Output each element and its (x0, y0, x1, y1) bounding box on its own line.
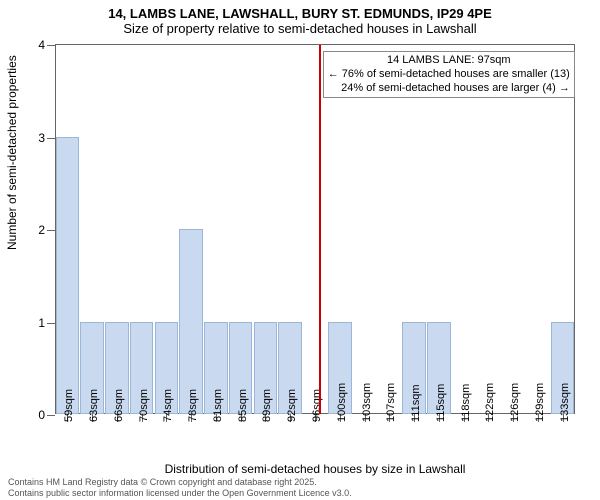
annotation-line3: 24% of semi-detached houses are larger (… (328, 82, 570, 96)
y-axis-label: Number of semi-detached properties (5, 55, 19, 250)
y-tick (47, 323, 55, 324)
annotation-box: 14 LAMBS LANE: 97sqm← 76% of semi-detach… (323, 51, 575, 98)
y-tick-label: 0 (38, 408, 45, 422)
y-tick (47, 138, 55, 139)
annotation-line2: ← 76% of semi-detached houses are smalle… (328, 68, 570, 82)
chart-container: 14, LAMBS LANE, LAWSHALL, BURY ST. EDMUN… (0, 0, 600, 500)
footer-attribution: Contains HM Land Registry data © Crown c… (8, 477, 352, 498)
footer-line2: Contains public sector information licen… (8, 488, 352, 498)
x-tick-label: 81sqm (212, 389, 224, 422)
x-tick-label: 66sqm (113, 389, 125, 422)
x-tick-label: 100sqm (336, 383, 348, 422)
x-tick-label: 63sqm (88, 389, 100, 422)
x-tick-label: 74sqm (162, 389, 174, 422)
reference-line (319, 45, 321, 414)
footer-line1: Contains HM Land Registry data © Crown c… (8, 477, 352, 487)
y-tick (47, 415, 55, 416)
annotation-line1: 14 LAMBS LANE: 97sqm (328, 54, 570, 68)
y-tick-label: 4 (38, 38, 45, 52)
x-tick-label: 122sqm (484, 383, 496, 422)
bar (179, 229, 203, 414)
x-axis-label: Distribution of semi-detached houses by … (55, 462, 575, 476)
x-tick-label: 85sqm (237, 389, 249, 422)
x-tick-label: 70sqm (138, 389, 150, 422)
x-tick-label: 129sqm (534, 383, 546, 422)
x-tick-label: 103sqm (361, 383, 373, 422)
x-tick-label: 115sqm (435, 384, 447, 422)
x-tick-label: 111sqm (410, 384, 422, 422)
x-tick-label: 78sqm (187, 389, 199, 422)
x-tick-label: 126sqm (509, 383, 521, 422)
x-tick-label: 96sqm (311, 389, 323, 422)
x-tick-label: 118sqm (460, 384, 472, 422)
x-tick-label: 133sqm (559, 383, 571, 422)
y-tick-label: 2 (38, 223, 45, 237)
x-tick-label: 59sqm (63, 389, 75, 422)
chart-title-line1: 14, LAMBS LANE, LAWSHALL, BURY ST. EDMUN… (0, 6, 600, 21)
plot-area: 0123459sqm63sqm66sqm70sqm74sqm78sqm81sqm… (55, 44, 575, 414)
y-tick (47, 45, 55, 46)
chart-title-block: 14, LAMBS LANE, LAWSHALL, BURY ST. EDMUN… (0, 0, 600, 36)
x-tick-label: 107sqm (385, 383, 397, 422)
chart-title-line2: Size of property relative to semi-detach… (0, 21, 600, 36)
bar (56, 137, 80, 415)
x-tick-label: 89sqm (261, 389, 273, 422)
x-tick-label: 92sqm (286, 389, 298, 422)
y-tick (47, 230, 55, 231)
y-tick-label: 1 (38, 316, 45, 330)
y-tick-label: 3 (38, 131, 45, 145)
